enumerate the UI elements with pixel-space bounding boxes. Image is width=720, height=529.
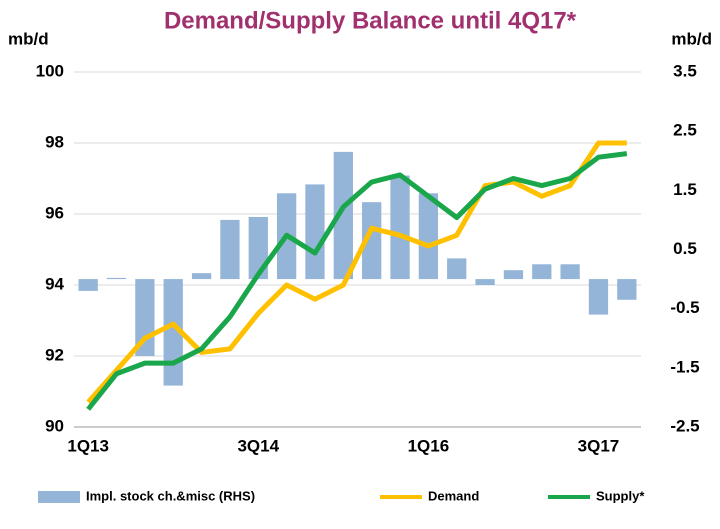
x-tick-label: 1Q16 [408, 436, 450, 455]
chart-title: Demand/Supply Balance until 4Q17* [164, 7, 577, 34]
y2-tick-label: -0.5 [670, 298, 699, 317]
y2-axis-label: mb/d [671, 29, 712, 48]
bar [503, 270, 524, 280]
bar [106, 277, 127, 280]
line [86, 151, 628, 411]
y-tick-label: 94 [45, 274, 64, 293]
legend-label: Impl. stock ch.&misc (RHS) [86, 488, 255, 503]
legend-swatch [38, 491, 80, 503]
y-tick-label: 90 [45, 416, 64, 435]
y2-tick-label: 2.5 [673, 121, 697, 140]
x-tick-label: 3Q14 [237, 436, 279, 455]
y-tick-label: 100 [36, 61, 64, 80]
bar [418, 193, 439, 280]
bar [475, 279, 495, 285]
bar [532, 264, 552, 280]
bar [305, 184, 325, 280]
bar [191, 273, 212, 280]
bar [220, 219, 240, 280]
bar [560, 264, 580, 280]
bar [617, 279, 637, 300]
bar [78, 279, 98, 291]
y-axis-label: mb/d [8, 29, 49, 48]
legend-label: Demand [428, 488, 479, 503]
bar [333, 151, 353, 280]
y2-tick-label: 0.5 [673, 239, 697, 258]
y2-tick-label: -1.5 [670, 357, 699, 376]
y-tick-label: 92 [45, 345, 64, 364]
bar [362, 202, 382, 280]
bar [588, 279, 609, 315]
x-tick-label: 3Q17 [578, 436, 620, 455]
legend-label: Supply* [596, 488, 645, 503]
bar [248, 216, 268, 280]
y2-tick-label: 1.5 [673, 180, 697, 199]
y2-tick-label: -2.5 [670, 416, 699, 435]
line [86, 140, 627, 404]
bar [390, 175, 410, 280]
y2-tick-label: 3.5 [673, 61, 697, 80]
bar [447, 258, 467, 280]
y-tick-label: 96 [45, 203, 64, 222]
x-tick-label: 1Q13 [67, 436, 109, 455]
y-tick-label: 98 [45, 132, 64, 151]
